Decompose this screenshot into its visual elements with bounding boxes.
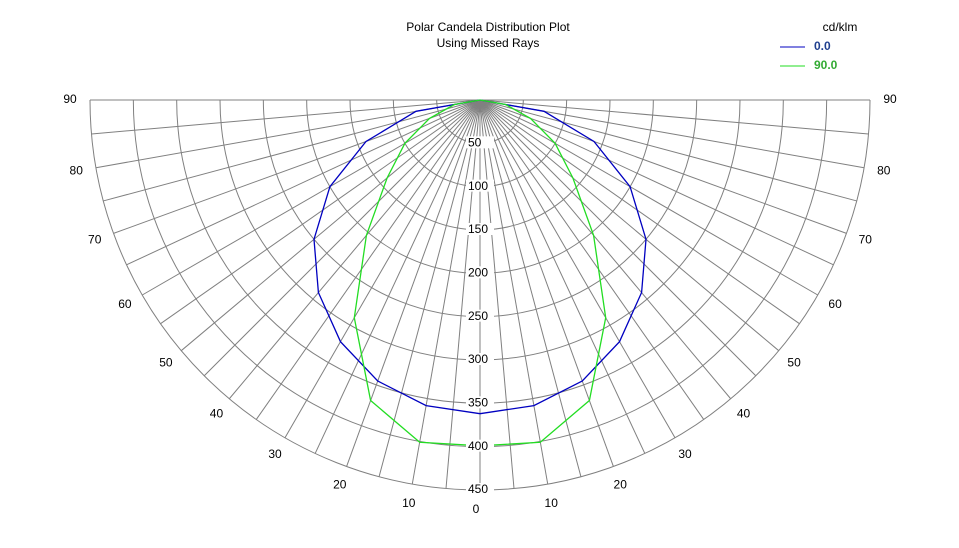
x-tick-label: 40 bbox=[210, 406, 224, 420]
grid-spoke bbox=[378, 99, 481, 477]
y-tick-label: 200 bbox=[468, 266, 488, 280]
x-tick-label: 10 bbox=[402, 496, 416, 510]
grid-spoke bbox=[103, 99, 481, 202]
grid-spoke bbox=[479, 99, 582, 477]
y-tick-label: 50 bbox=[468, 136, 482, 150]
y-tick-label: 150 bbox=[468, 222, 488, 236]
x-tick-label: 50 bbox=[787, 356, 801, 370]
y-tick-label: 100 bbox=[468, 179, 488, 193]
grid-spoke bbox=[479, 99, 800, 325]
grid-spoke bbox=[479, 99, 780, 352]
grid-spoke bbox=[346, 99, 481, 467]
grid-spoke bbox=[479, 99, 676, 438]
x-tick-label: 30 bbox=[268, 447, 282, 461]
grid-spoke bbox=[479, 99, 818, 296]
grid-spoke bbox=[479, 99, 549, 485]
label-bg bbox=[466, 266, 494, 279]
legend-label: 0.0 bbox=[814, 39, 831, 53]
grid-spoke bbox=[113, 99, 481, 234]
grid-spoke bbox=[314, 99, 481, 454]
grid-spoke bbox=[126, 99, 481, 266]
grid-spoke bbox=[411, 99, 481, 485]
y-tick-label: 250 bbox=[468, 309, 488, 323]
grid-spoke bbox=[160, 99, 481, 325]
x-tick-label: 0 bbox=[473, 502, 480, 516]
x-tick-label: 70 bbox=[88, 232, 102, 246]
grid-spoke bbox=[445, 99, 481, 489]
series-line bbox=[479, 99, 647, 415]
grid-spoke bbox=[255, 99, 481, 420]
x-tick-label: 90 bbox=[63, 92, 77, 106]
grid-spoke bbox=[180, 99, 481, 352]
chart-subtitle: Using Missed Rays bbox=[437, 36, 540, 50]
grid-spoke bbox=[142, 99, 481, 296]
series-line bbox=[313, 99, 481, 415]
x-tick-label: 40 bbox=[737, 406, 751, 420]
grid-spoke bbox=[479, 99, 515, 489]
grid-spoke bbox=[479, 99, 705, 420]
grid-spoke bbox=[479, 99, 646, 454]
label-bg bbox=[466, 136, 494, 149]
x-tick-label: 20 bbox=[333, 477, 347, 491]
x-tick-label: 80 bbox=[877, 163, 891, 177]
x-tick-label: 20 bbox=[614, 477, 628, 491]
label-bg bbox=[466, 353, 494, 365]
grid-spoke bbox=[228, 99, 481, 400]
label-bg bbox=[466, 223, 494, 235]
x-tick-label: 60 bbox=[118, 297, 132, 311]
grid-spoke bbox=[479, 99, 732, 400]
grid-spoke bbox=[203, 99, 481, 377]
grid-spoke bbox=[479, 99, 614, 467]
label-bg bbox=[466, 483, 494, 495]
series-line bbox=[479, 99, 607, 447]
y-tick-label: 300 bbox=[468, 352, 488, 366]
y-tick-label: 400 bbox=[468, 439, 488, 453]
label-bg bbox=[466, 439, 494, 452]
grid-spoke bbox=[479, 99, 847, 234]
legend-title: cd/klm bbox=[823, 20, 858, 34]
grid-spoke bbox=[479, 99, 834, 266]
y-tick-label: 450 bbox=[468, 482, 488, 496]
grid-spoke bbox=[284, 99, 481, 438]
grid-spoke bbox=[479, 99, 757, 377]
x-tick-label: 10 bbox=[545, 496, 559, 510]
label-bg bbox=[466, 396, 494, 409]
grid-spoke bbox=[479, 99, 857, 202]
x-tick-label: 70 bbox=[859, 232, 873, 246]
label-bg bbox=[466, 179, 494, 192]
x-tick-label: 90 bbox=[883, 92, 897, 106]
chart-title: Polar Candela Distribution Plot bbox=[406, 20, 570, 34]
x-tick-label: 80 bbox=[70, 163, 84, 177]
series-line bbox=[353, 99, 481, 447]
x-tick-label: 50 bbox=[159, 356, 173, 370]
legend-label: 90.0 bbox=[814, 58, 838, 72]
grid-spoke bbox=[479, 99, 869, 135]
y-tick-label: 350 bbox=[468, 396, 488, 410]
label-bg bbox=[466, 309, 494, 322]
x-tick-label: 60 bbox=[828, 297, 842, 311]
grid-spoke bbox=[91, 99, 481, 135]
x-tick-label: 30 bbox=[678, 447, 692, 461]
